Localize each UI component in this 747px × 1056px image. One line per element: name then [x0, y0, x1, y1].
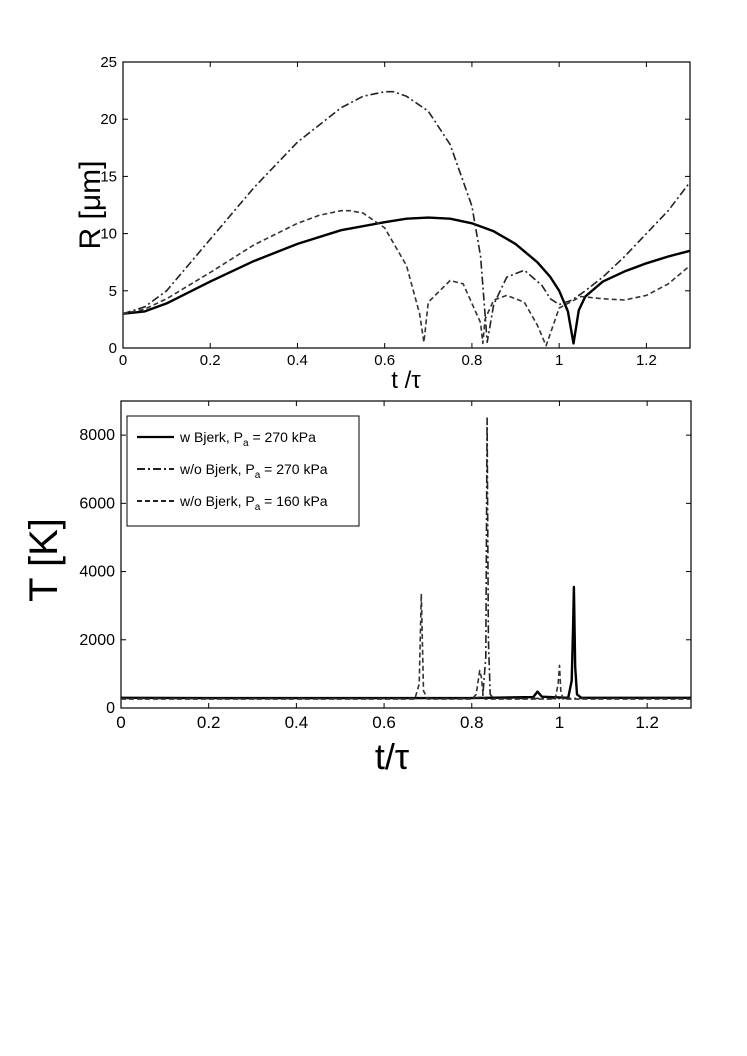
radius-y-tick-label: 0	[109, 340, 117, 357]
legend-entry-main: w Bjerk, P	[179, 429, 243, 445]
temperature-x-tick-label: 0.2	[197, 713, 221, 732]
radius-axis-ticks: 0 0.2 0.4 0.6 0.8 1 1.2 0 5 10 15 20 25	[100, 54, 690, 369]
radius-y-tick-label: 15	[100, 168, 117, 185]
radius-chart: 0 0.2 0.4 0.6 0.8 1 1.2 0 5 10 15 20 25 t /τ R [μm]	[74, 54, 691, 394]
radius-series-line-solid	[122, 216, 691, 345]
temperature-x-tick-label: 1	[555, 713, 564, 732]
legend-entry-tail: = 270 kPa	[260, 461, 328, 477]
radius-x-tick-label: 0	[119, 352, 127, 369]
radius-series	[122, 90, 691, 347]
temperature-y-tick-label: 6000	[79, 495, 115, 512]
temperature-x-axis-label: t/τ	[375, 736, 409, 777]
legend-entry-sub: a	[243, 438, 249, 449]
legend-entry-wo-bjerk-270: w/o Bjerk, Pa = 270 kPa	[179, 461, 328, 481]
radius-x-tick-label: 1	[555, 352, 563, 369]
radius-y-tick-label: 10	[100, 226, 117, 243]
temperature-y-tick-label: 4000	[79, 564, 115, 581]
temperature-series	[120, 417, 691, 700]
radius-x-axis-label: t /τ	[391, 367, 421, 394]
legend-entry-tail: = 270 kPa	[249, 429, 317, 445]
radius-y-axis-label: R [μm]	[74, 161, 107, 250]
temperature-axis-ticks: 0 0.2 0.4 0.6 0.8 1 1.2 0 2000 4000 6000 8000	[79, 401, 691, 732]
legend-entry-sub: a	[255, 502, 261, 513]
legend-entry-wo-bjerk-160: w/o Bjerk, Pa = 160 kPa	[179, 493, 328, 513]
temperature-y-tick-label: 8000	[79, 427, 115, 444]
radius-y-tick-label: 5	[109, 283, 117, 300]
radius-plot-frame	[122, 61, 691, 349]
temperature-y-axis-label: T [K]	[22, 518, 66, 602]
legend-entry-sub: a	[255, 470, 261, 481]
legend-entry-tail: = 160 kPa	[260, 493, 328, 509]
radius-y-tick-label: 25	[100, 54, 117, 71]
temperature-series-line-dashed	[121, 592, 691, 700]
legend-entry-w-bjerk-270: w Bjerk, Pa = 270 kPa	[179, 429, 316, 449]
radius-series-line-dash-dot	[122, 90, 691, 344]
legend-entry-main: w/o Bjerk, P	[179, 493, 255, 509]
temperature-x-tick-label: 0.4	[285, 713, 309, 732]
radius-x-tick-label: 0.6	[374, 352, 395, 369]
legend: w Bjerk, Pa = 270 kPa w/o Bjerk, Pa = 27…	[126, 415, 360, 527]
temperature-y-tick-label: 2000	[79, 632, 115, 649]
radius-x-tick-label: 0.8	[461, 352, 482, 369]
legend-entry-main: w/o Bjerk, P	[179, 461, 255, 477]
temperature-y-tick-label: 0	[106, 700, 115, 717]
radius-series-line-dashed	[122, 209, 691, 347]
temperature-plot-frame	[120, 400, 692, 709]
temperature-series-line-solid	[120, 585, 691, 700]
legend-box	[126, 415, 360, 527]
temperature-x-tick-label: 0	[116, 713, 125, 732]
radius-x-tick-label: 0.4	[287, 352, 308, 369]
radius-x-tick-label: 0.2	[200, 352, 221, 369]
radius-y-tick-label: 20	[100, 111, 117, 128]
temperature-x-tick-label: 1.2	[635, 713, 659, 732]
temperature-x-tick-label: 0.8	[460, 713, 484, 732]
temperature-x-tick-label: 0.6	[372, 713, 396, 732]
temperature-chart: 0 0.2 0.4 0.6 0.8 1 1.2 0 2000 4000 6000 8000 t/τ T…	[22, 400, 692, 777]
radius-x-tick-label: 1.2	[636, 352, 657, 369]
